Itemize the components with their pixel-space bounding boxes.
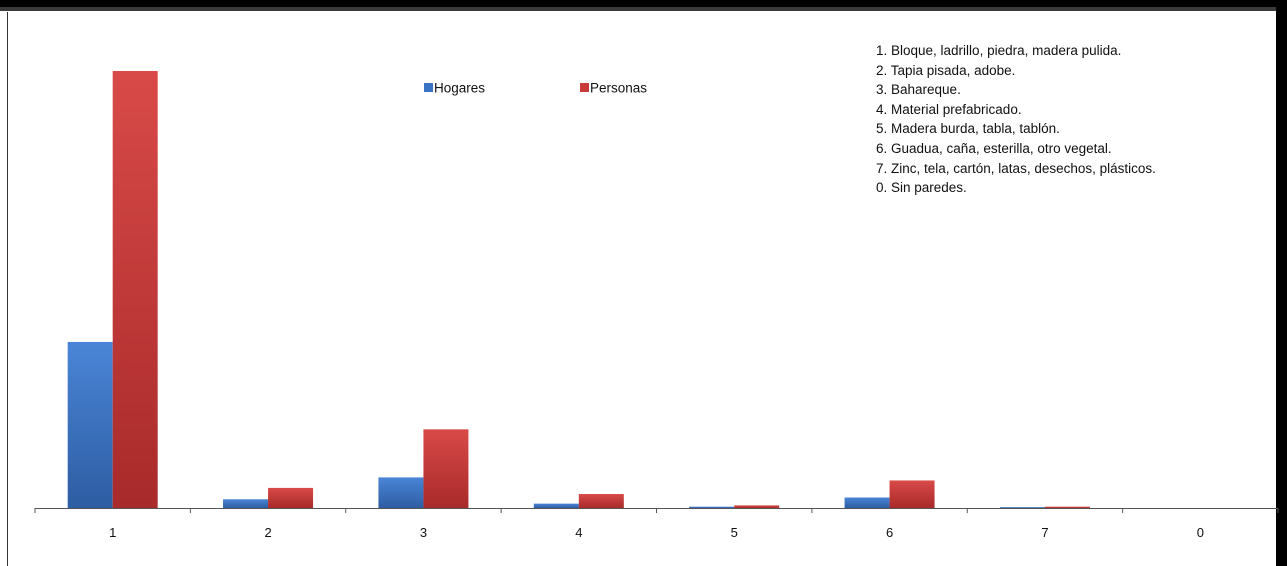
note-line: 5. Madera burda, tabla, tablón. (876, 121, 1060, 137)
x-tick-label: 4 (575, 525, 582, 540)
bar-hogares-6 (844, 497, 890, 508)
bar-personas-1 (112, 71, 158, 508)
category-notes: 1. Bloque, ladrillo, piedra, madera puli… (876, 41, 1156, 198)
legend-swatch-personas (580, 83, 589, 92)
x-tick-label: 1 (109, 525, 116, 540)
x-tick-label: 5 (731, 525, 738, 540)
note-line: 7. Zinc, tela, cartón, latas, desechos, … (876, 160, 1156, 176)
legend-label-hogares: Hogares (434, 81, 485, 96)
note-line: 0. Sin paredes. (876, 180, 967, 196)
x-tick-label: 6 (886, 525, 893, 540)
note-line: 3. Bahareque. (876, 82, 961, 98)
top-border-strip (0, 7, 1287, 11)
top-border (0, 0, 1287, 7)
bar-hogares-4 (533, 503, 579, 508)
bar-personas-2 (268, 487, 314, 508)
note-line: 2. Tapia pisada, adobe. (876, 62, 1016, 78)
right-border (1276, 0, 1287, 566)
bar-personas-5 (734, 505, 780, 508)
bar-hogares-1 (67, 341, 113, 508)
bar-hogares-5 (689, 506, 735, 508)
x-tick-label: 2 (264, 525, 271, 540)
note-line: 1. Bloque, ladrillo, piedra, madera puli… (876, 43, 1122, 58)
note-line: 4. Material prefabricado. (876, 101, 1022, 117)
bar-personas-6 (889, 480, 935, 508)
note-line: 6. Guadua, caña, esterilla, otro vegetal… (876, 140, 1112, 156)
legend-swatch-hogares (424, 83, 433, 92)
legend-label-personas: Personas (590, 81, 647, 96)
x-tick-label: 0 (1197, 525, 1204, 540)
bar-hogares-2 (223, 499, 269, 508)
bar-personas-3 (423, 429, 469, 508)
bar-hogares-7 (999, 507, 1045, 508)
x-tick-label: 7 (1041, 525, 1048, 540)
x-tick-label: 3 (420, 525, 427, 540)
bar-personas-4 (578, 494, 624, 508)
bar-hogares-3 (378, 477, 424, 508)
bar-personas-7 (1044, 506, 1090, 508)
